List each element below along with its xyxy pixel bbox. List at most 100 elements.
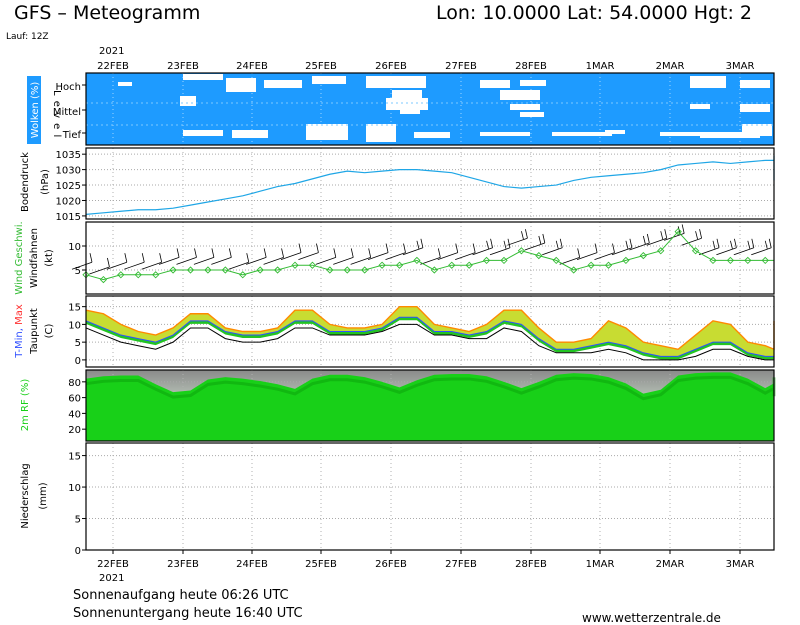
- cloud-level-label: Hoch: [56, 82, 81, 93]
- y-tick-label: 1020: [56, 196, 81, 207]
- page-title: GFS – Meteogramm: [14, 2, 201, 24]
- x-tick-label-bottom: 28FEB: [515, 559, 547, 570]
- wind-barb-feather: [298, 243, 302, 253]
- wind-barb-feather: [176, 248, 180, 258]
- wind-barb: [333, 257, 354, 265]
- wind-barb: [524, 242, 545, 251]
- wind-point: [500, 256, 508, 265]
- x-tick-label-top: 3MAR: [726, 61, 755, 72]
- x-tick-label-top: 25FEB: [305, 61, 337, 72]
- x-tick-label-top: 27FEB: [445, 61, 477, 72]
- wind-barb-feather: [368, 248, 372, 258]
- x-tick-label-bottom: 23FEB: [167, 559, 199, 570]
- wind-point: [256, 266, 264, 274]
- wind-barb-feather: [263, 248, 267, 258]
- wind-point: [343, 266, 351, 274]
- wind-point: [517, 247, 526, 255]
- wind-barb-feather: [542, 233, 546, 244]
- wind-point: [726, 256, 735, 265]
- wind-point: [465, 261, 473, 269]
- wind-barb: [542, 247, 563, 256]
- cloud-patch: [306, 124, 348, 140]
- wind-barb-feather: [228, 248, 232, 258]
- sunset-text: Sonnenuntergang heute 16:40 UTC: [73, 606, 303, 621]
- y-tick-label: 5: [75, 515, 81, 526]
- wind-point: [535, 251, 543, 260]
- pressure-unit-label: (hPa): [40, 169, 51, 195]
- wind-point: [99, 275, 108, 284]
- cloud-patch: [740, 80, 770, 88]
- panel-frame-rf: [85, 369, 775, 442]
- wind-barb: [594, 252, 615, 260]
- wind-barb-feather: [699, 229, 702, 239]
- wind-barb-feather: [695, 231, 698, 240]
- wind-speed-axis-label: Wind Geschwi.: [14, 221, 25, 294]
- cloud-patch: [742, 124, 772, 136]
- wind-barb: [698, 247, 720, 256]
- cloud-patch: [520, 112, 544, 117]
- cloud-patch: [605, 130, 625, 134]
- panel-frame-bodendruck: [85, 147, 775, 220]
- wind-barb-feather: [507, 238, 511, 248]
- wind-barb: [455, 252, 476, 260]
- wind-barb-feather: [455, 243, 459, 253]
- wind-point: [570, 266, 578, 274]
- panel-frame-wolken: [85, 72, 775, 146]
- wind-point: [552, 256, 560, 265]
- wind-barb: [246, 257, 267, 265]
- wind-point: [134, 271, 142, 279]
- year-label-top: 2021: [99, 46, 124, 57]
- cloud-patch: [183, 130, 223, 136]
- cloud-patch: [366, 76, 426, 88]
- panel-frame-temperatur: [85, 295, 775, 368]
- wind-barb: [350, 257, 371, 265]
- wind-barb-feather: [646, 233, 650, 244]
- x-tick-label-top: 2MAR: [656, 61, 685, 72]
- wind-barb-feather: [629, 238, 633, 248]
- cloud-patch: [386, 98, 428, 110]
- wind-barb: [176, 257, 197, 265]
- panel-frame-niederschlag: [85, 442, 775, 551]
- wind-barb: [263, 257, 284, 265]
- cloud-patch: [690, 76, 726, 88]
- cloud-patch: [690, 104, 710, 109]
- wind-point: [413, 256, 421, 265]
- x-tick-label-bottom: 25FEB: [305, 559, 337, 570]
- model-run-label: Lauf: 12Z: [6, 32, 49, 42]
- y-tick-label: 40: [68, 409, 81, 420]
- wind-barb-feather: [89, 253, 93, 263]
- wind-barb-feather: [472, 243, 476, 253]
- website-link[interactable]: www.wetterzentrale.de: [582, 611, 721, 625]
- cloud-patch: [183, 74, 223, 80]
- cloud-patch: [264, 80, 302, 88]
- wind-barb-feather: [211, 248, 215, 258]
- wind-barb: [89, 266, 110, 275]
- cloud-patch: [480, 80, 510, 88]
- y-tick-label: 1015: [56, 212, 81, 223]
- cloud-patch: [660, 132, 700, 136]
- wind-point: [639, 251, 647, 260]
- y-tick-label: 15: [68, 303, 81, 314]
- wind-barb: [489, 247, 511, 256]
- wind-barb-feather: [730, 240, 733, 249]
- x-tick-label-bottom: 3MAR: [726, 559, 755, 570]
- wind-barb-feather: [159, 253, 163, 263]
- y-tick-label: 5: [75, 266, 81, 277]
- wind-barb-feather: [712, 240, 716, 249]
- year-label-bottom: 2021: [99, 573, 124, 584]
- wind-barb: [124, 261, 145, 270]
- wind-barb-feather: [385, 243, 389, 253]
- x-tick-label-bottom: 2MAR: [656, 559, 685, 570]
- wind-point: [117, 271, 125, 279]
- cloud-patch: [180, 96, 196, 106]
- sunrise-text: Sonnenaufgang heute 06:26 UTC: [73, 588, 289, 603]
- tmax-label: Max: [14, 304, 25, 325]
- precip-unit-label: (mm): [38, 482, 49, 509]
- precip-axis-label: Niederschlag: [20, 463, 31, 528]
- cloud-patch: [118, 82, 132, 86]
- wind-barb: [158, 257, 180, 265]
- wind-barb-feather: [490, 238, 493, 248]
- y-tick-label: 80: [68, 378, 81, 389]
- wind-point: [308, 261, 317, 269]
- wind-barb: [298, 252, 319, 260]
